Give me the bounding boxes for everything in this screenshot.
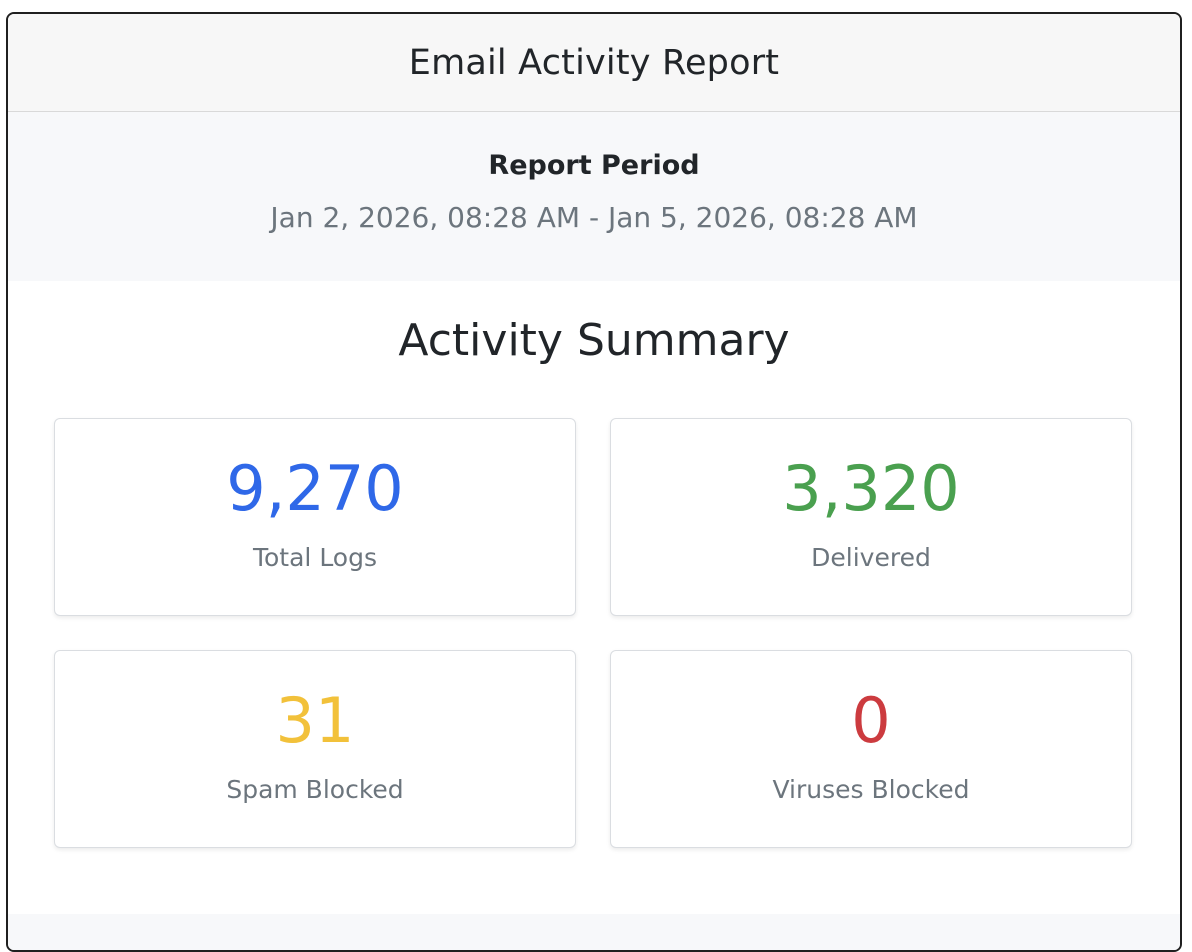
report-period-label: Report Period bbox=[488, 150, 700, 181]
footer-band bbox=[8, 914, 1180, 950]
stat-value-total-logs: 9,270 bbox=[226, 452, 404, 525]
stat-card-total-logs: 9,270 Total Logs bbox=[54, 418, 576, 616]
stats-grid: 9,270 Total Logs 3,320 Delivered 31 Spam… bbox=[54, 418, 1134, 858]
stat-label-delivered: Delivered bbox=[811, 543, 931, 572]
report-period-section: Report Period Jan 2, 2026, 08:28 AM - Ja… bbox=[8, 112, 1180, 281]
report-header: Email Activity Report bbox=[8, 14, 1180, 112]
stat-value-delivered: 3,320 bbox=[782, 452, 960, 525]
stat-value-spam-blocked: 31 bbox=[275, 684, 355, 757]
activity-summary-section: Activity Summary 9,270 Total Logs 3,320 … bbox=[8, 281, 1180, 858]
email-activity-report: Email Activity Report Report Period Jan … bbox=[6, 12, 1182, 952]
stat-card-viruses-blocked: 0 Viruses Blocked bbox=[610, 650, 1132, 848]
stat-label-total-logs: Total Logs bbox=[252, 543, 377, 572]
stat-label-viruses-blocked: Viruses Blocked bbox=[772, 775, 970, 804]
stat-card-spam-blocked: 31 Spam Blocked bbox=[54, 650, 576, 848]
report-title: Email Activity Report bbox=[408, 42, 780, 83]
report-period-range: Jan 2, 2026, 08:28 AM - Jan 5, 2026, 08:… bbox=[270, 201, 918, 234]
stat-label-spam-blocked: Spam Blocked bbox=[226, 775, 404, 804]
activity-summary-title: Activity Summary bbox=[398, 315, 790, 366]
stat-card-delivered: 3,320 Delivered bbox=[610, 418, 1132, 616]
stat-value-viruses-blocked: 0 bbox=[851, 684, 891, 757]
